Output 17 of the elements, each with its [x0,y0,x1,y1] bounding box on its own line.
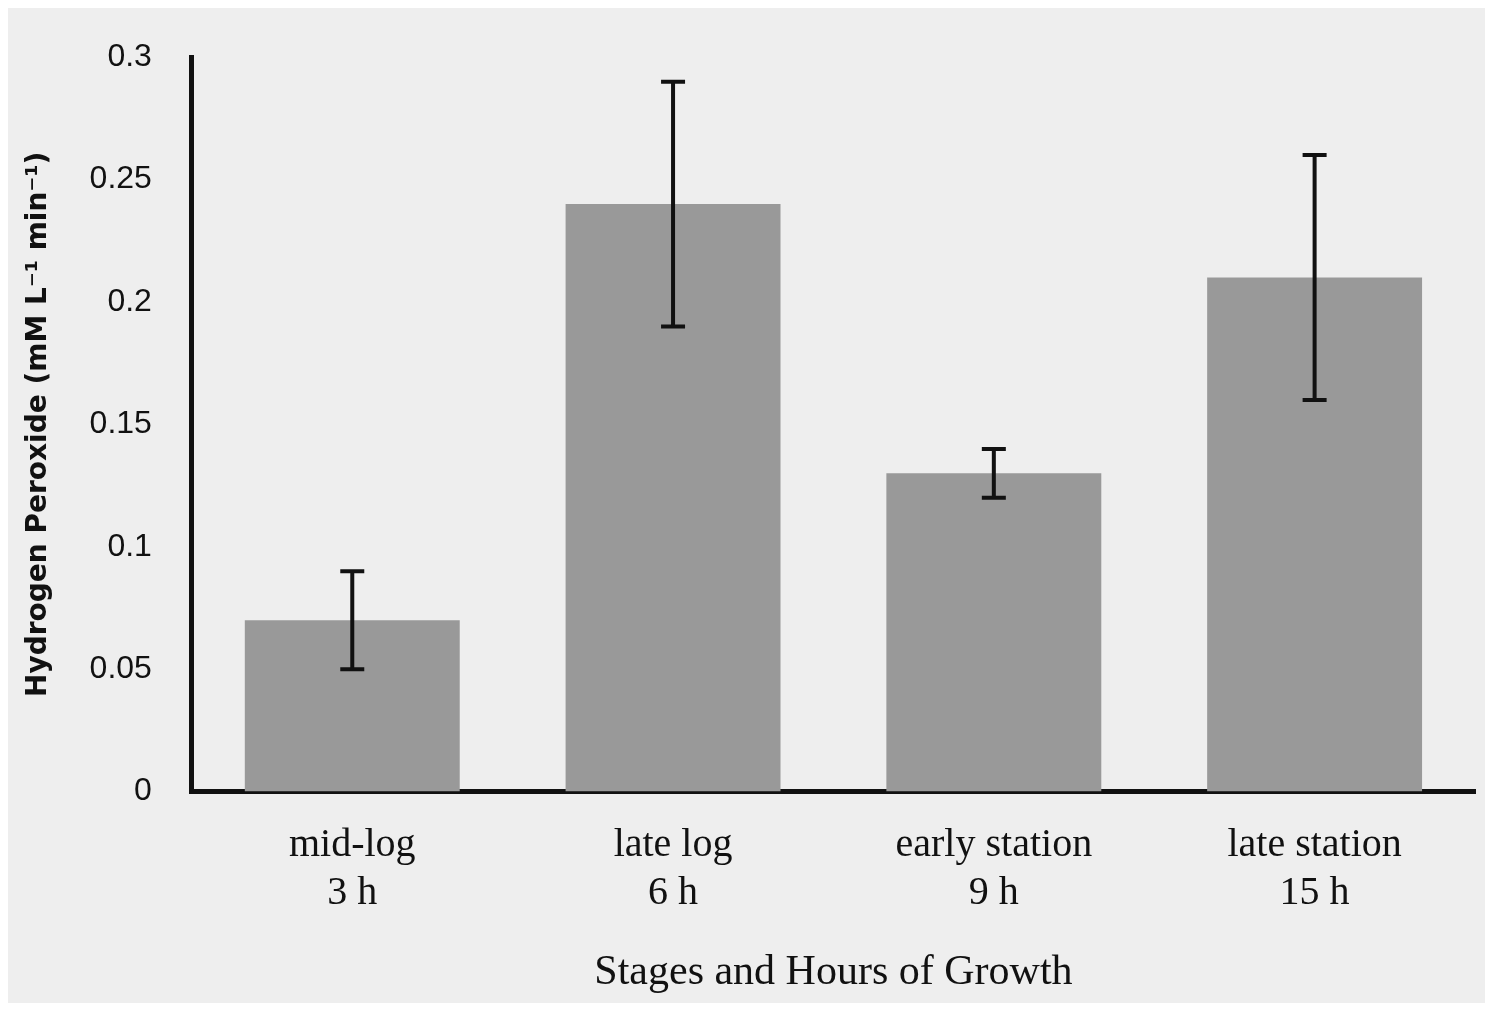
bar [1207,277,1423,792]
bar [244,620,460,792]
y-tick-label: 0.3 [107,37,152,74]
y-tick-label: 0.05 [89,649,152,686]
y-tick-label: 0.1 [107,526,152,563]
y-tick-label: 0.2 [107,281,152,318]
y-axis-title: Hydrogen Peroxide (mM L⁻¹ min⁻¹) [20,151,54,698]
bar [565,204,781,792]
y-tick-label: 0.15 [89,404,152,441]
bar [886,473,1102,792]
x-tick-label: late station 15 h [1227,820,1402,914]
y-tick-label: 0 [134,771,152,808]
y-tick-label: 0.25 [89,159,152,196]
x-axis-title: Stages and Hours of Growth [594,946,1073,993]
x-tick-label: late log 6 h [613,820,733,914]
x-tick-label: early station 9 h [895,820,1093,914]
x-tick-label: mid-log 3 h [288,820,416,914]
